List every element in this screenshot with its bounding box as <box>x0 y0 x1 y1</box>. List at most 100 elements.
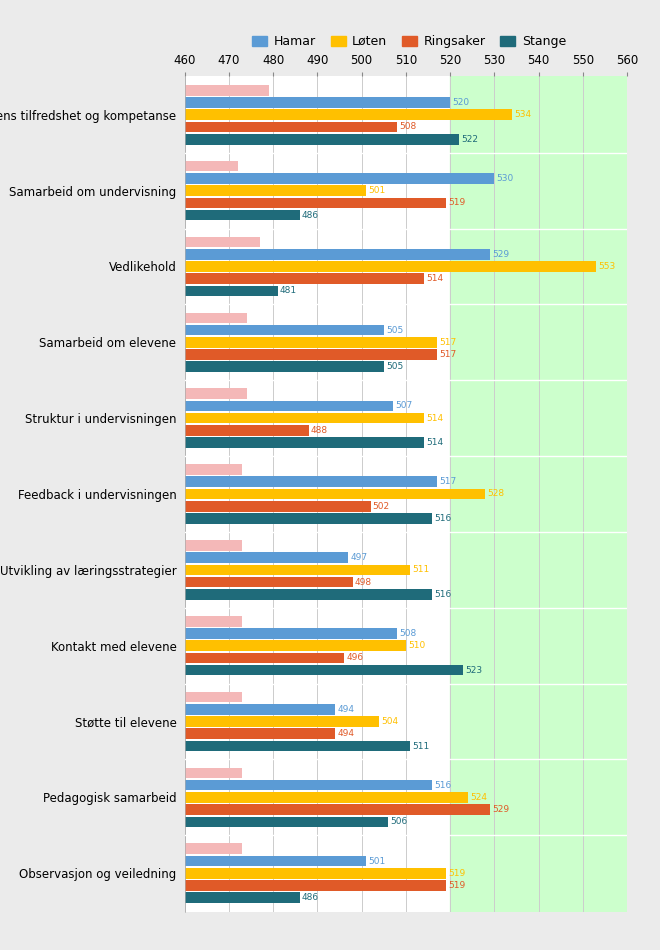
Text: 516: 516 <box>435 781 452 789</box>
Bar <box>185 210 300 220</box>
Text: 524: 524 <box>470 793 487 802</box>
Bar <box>185 768 242 778</box>
Text: 519: 519 <box>448 881 465 890</box>
Text: 486: 486 <box>302 893 319 902</box>
Text: 520: 520 <box>452 98 469 107</box>
Text: 522: 522 <box>461 135 478 143</box>
Bar <box>185 122 397 132</box>
Bar <box>185 892 300 903</box>
Bar <box>185 881 446 891</box>
Text: 501: 501 <box>368 857 385 865</box>
Text: 553: 553 <box>598 262 616 271</box>
Bar <box>185 249 490 259</box>
Bar <box>185 389 247 399</box>
Bar <box>185 109 512 120</box>
Bar <box>185 488 486 500</box>
Text: 511: 511 <box>412 742 430 750</box>
Text: 519: 519 <box>448 868 465 878</box>
Text: 502: 502 <box>373 502 390 511</box>
Text: 514: 514 <box>426 438 443 447</box>
Bar <box>185 844 242 854</box>
Bar <box>185 817 388 827</box>
Bar <box>185 337 437 348</box>
Bar <box>185 552 348 563</box>
Text: 488: 488 <box>311 426 328 435</box>
Bar <box>185 161 238 171</box>
Text: 505: 505 <box>386 362 403 371</box>
Bar <box>185 413 424 424</box>
Text: 530: 530 <box>496 174 513 182</box>
Text: 501: 501 <box>368 186 385 195</box>
Bar <box>185 729 335 739</box>
Bar <box>185 577 353 587</box>
Text: 516: 516 <box>435 590 452 598</box>
Bar <box>185 513 432 523</box>
Text: 481: 481 <box>280 286 297 295</box>
Bar <box>185 185 366 196</box>
Bar <box>185 741 411 751</box>
Bar <box>185 501 370 511</box>
Bar <box>185 792 468 803</box>
Bar <box>185 85 269 96</box>
Bar <box>185 541 242 551</box>
Text: 517: 517 <box>439 477 456 486</box>
Bar <box>185 477 437 487</box>
Text: 517: 517 <box>439 338 456 347</box>
Text: 508: 508 <box>399 629 416 638</box>
Bar <box>185 313 247 323</box>
Bar <box>185 653 344 663</box>
Bar <box>185 437 424 447</box>
Text: 486: 486 <box>302 211 319 219</box>
Text: 496: 496 <box>346 654 363 662</box>
Text: 497: 497 <box>350 553 368 562</box>
Bar <box>185 616 242 627</box>
Text: 494: 494 <box>337 705 354 713</box>
Text: 519: 519 <box>448 199 465 207</box>
Text: 504: 504 <box>381 717 399 726</box>
Text: 508: 508 <box>399 123 416 131</box>
Text: 514: 514 <box>426 275 443 283</box>
Bar <box>185 134 459 144</box>
Text: 516: 516 <box>435 514 452 522</box>
Bar <box>185 628 397 638</box>
Text: 498: 498 <box>355 578 372 586</box>
Text: 506: 506 <box>391 817 408 826</box>
Bar <box>185 361 383 372</box>
Bar <box>185 97 450 107</box>
Bar <box>185 589 432 599</box>
Bar <box>185 274 424 284</box>
Bar <box>185 173 494 183</box>
Bar <box>185 237 260 247</box>
Bar <box>185 286 278 296</box>
Bar <box>185 805 490 815</box>
Text: 523: 523 <box>465 666 482 674</box>
Bar <box>185 692 242 702</box>
Bar <box>185 868 446 879</box>
Text: 494: 494 <box>337 730 354 738</box>
Bar <box>185 425 309 436</box>
Bar <box>185 325 383 335</box>
Text: 510: 510 <box>408 641 425 650</box>
Legend: Hamar, Løten, Ringsaker, Stange: Hamar, Løten, Ringsaker, Stange <box>248 30 571 53</box>
Text: 517: 517 <box>439 350 456 359</box>
Bar <box>185 465 242 475</box>
Bar <box>185 704 335 714</box>
Text: 534: 534 <box>514 110 531 120</box>
Text: 529: 529 <box>492 806 510 814</box>
Text: 529: 529 <box>492 250 510 258</box>
Bar <box>185 350 437 360</box>
Bar <box>185 716 380 727</box>
Text: 528: 528 <box>488 489 505 499</box>
Bar <box>185 665 463 675</box>
Text: 514: 514 <box>426 413 443 423</box>
Bar <box>185 856 366 866</box>
Bar <box>185 261 596 272</box>
Text: 507: 507 <box>395 402 412 410</box>
Text: 511: 511 <box>412 565 430 575</box>
Bar <box>185 198 446 208</box>
Bar <box>450 76 627 912</box>
Bar <box>185 640 406 651</box>
Bar <box>185 401 393 411</box>
Bar <box>185 564 411 575</box>
Text: 505: 505 <box>386 326 403 334</box>
